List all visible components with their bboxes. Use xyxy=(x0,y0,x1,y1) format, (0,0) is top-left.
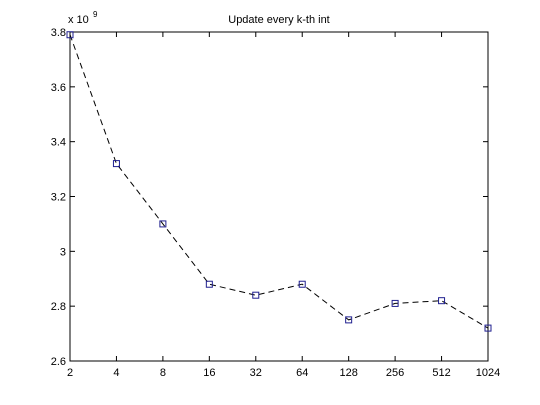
data-point-marker xyxy=(159,220,167,228)
y-tick-label: 3.4 xyxy=(51,137,66,149)
y-tick-label: 3.6 xyxy=(51,82,66,94)
y-tick-label: 3 xyxy=(60,246,66,258)
x-axis-tick-labels: 2 4 8 16 32 64 128 256 512 1024 xyxy=(67,367,500,379)
y-tick-label: 2.6 xyxy=(51,356,66,368)
plot-area xyxy=(69,31,489,362)
series-group xyxy=(66,31,492,332)
x-tick-label: 4 xyxy=(113,367,119,379)
x-tick-label: 512 xyxy=(432,367,450,379)
x-tick-label: 64 xyxy=(296,367,308,379)
x-tick-label: 2 xyxy=(67,367,73,379)
data-point-marker xyxy=(66,31,74,39)
data-point-marker xyxy=(438,297,446,305)
x-tick-label: 128 xyxy=(339,367,357,379)
y-exponent-power: 9 xyxy=(93,10,98,19)
x-tick-label: 8 xyxy=(160,367,166,379)
data-point-marker xyxy=(112,160,120,168)
axis-ticks xyxy=(69,31,489,362)
series-line xyxy=(69,34,489,329)
data-point-marker xyxy=(345,316,353,324)
data-point-marker xyxy=(205,280,213,288)
x-tick-label: 32 xyxy=(250,367,262,379)
y-tick-label: 2.8 xyxy=(51,301,66,313)
data-point-marker xyxy=(252,291,260,299)
data-point-marker xyxy=(391,299,399,307)
y-tick-label: 3.8 xyxy=(51,27,66,39)
y-axis-tick-labels: 2.6 2.8 3 3.2 3.4 3.6 3.8 xyxy=(51,27,66,368)
data-point-marker xyxy=(298,280,306,288)
x-tick-label: 1024 xyxy=(476,367,500,379)
y-exponent-base: x 10 xyxy=(68,14,89,26)
x-tick-label: 16 xyxy=(203,367,215,379)
data-point-marker xyxy=(484,324,492,332)
y-tick-label: 3.2 xyxy=(51,192,66,204)
y-axis-exponent: x 10 9 xyxy=(68,10,98,26)
chart-title: Update every k-th int xyxy=(228,14,330,26)
x-tick-label: 256 xyxy=(386,367,404,379)
